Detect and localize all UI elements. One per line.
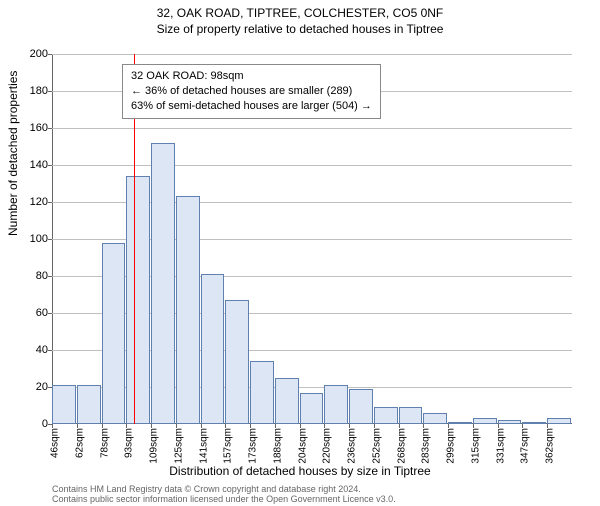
credits: Contains HM Land Registry data © Crown c… [52, 484, 396, 505]
histogram-bar [77, 385, 101, 424]
annotation-line-2: ← 36% of detached houses are smaller (28… [131, 84, 372, 99]
xtick-label: 283sqm [421, 428, 432, 464]
histogram-bar [52, 385, 76, 424]
histogram-bar [423, 413, 447, 424]
xtick-label: 188sqm [272, 428, 283, 464]
xtick-label: 362sqm [545, 428, 556, 464]
histogram-bar [102, 243, 126, 424]
xtick-label: 268sqm [396, 428, 407, 464]
histogram-bar [473, 418, 497, 424]
gridline [52, 128, 572, 129]
x-axis-label: Distribution of detached houses by size … [0, 464, 600, 478]
histogram-bar [225, 300, 249, 424]
ytick-label: 100 [20, 233, 48, 245]
ytick-mark [48, 202, 52, 203]
xtick-label: 236sqm [347, 428, 358, 464]
histogram-bar [126, 176, 150, 424]
chart-area: 02040608010012014016018020046sqm62sqm78s… [52, 54, 572, 424]
xtick-label: 252sqm [371, 428, 382, 464]
ytick-mark [48, 239, 52, 240]
chart-title-sub: Size of property relative to detached ho… [0, 22, 600, 36]
ytick-mark [48, 54, 52, 55]
xtick-label: 315sqm [470, 428, 481, 464]
xtick-label: 93sqm [124, 428, 135, 458]
xtick-label: 125sqm [173, 428, 184, 464]
xtick-label: 78sqm [99, 428, 110, 458]
ytick-mark [48, 165, 52, 166]
ytick-mark [48, 350, 52, 351]
xtick-label: 173sqm [248, 428, 259, 464]
annotation-line-3: 63% of semi-detached houses are larger (… [131, 99, 372, 114]
histogram-bar [399, 407, 423, 424]
xtick-label: 347sqm [520, 428, 531, 464]
xtick-label: 299sqm [446, 428, 457, 464]
ytick-mark [48, 128, 52, 129]
histogram-bar [547, 418, 571, 424]
xtick-label: 331sqm [495, 428, 506, 464]
xtick-label: 46sqm [50, 428, 61, 458]
ytick-label: 200 [20, 48, 48, 60]
histogram-bar [300, 393, 324, 424]
xtick-label: 141sqm [198, 428, 209, 464]
histogram-bar [250, 361, 274, 424]
histogram-bar [324, 385, 348, 424]
gridline [52, 165, 572, 166]
ytick-label: 0 [20, 418, 48, 430]
ytick-label: 60 [20, 307, 48, 319]
ytick-label: 160 [20, 122, 48, 134]
y-axis-label: Number of detached properties [6, 71, 20, 236]
histogram-bar [522, 422, 546, 424]
ytick-mark [48, 313, 52, 314]
histogram-bar [275, 378, 299, 424]
ytick-mark [48, 91, 52, 92]
gridline [52, 54, 572, 55]
histogram-bar [201, 274, 225, 424]
ytick-mark [48, 276, 52, 277]
xtick-label: 204sqm [297, 428, 308, 464]
ytick-label: 80 [20, 270, 48, 282]
histogram-bar [374, 407, 398, 424]
ytick-label: 40 [20, 344, 48, 356]
annotation-box: 32 OAK ROAD: 98sqm ← 36% of detached hou… [122, 64, 381, 119]
ytick-label: 120 [20, 196, 48, 208]
histogram-bar [448, 422, 472, 424]
ytick-label: 20 [20, 381, 48, 393]
xtick-label: 109sqm [149, 428, 160, 464]
histogram-bar [151, 143, 175, 424]
ytick-label: 140 [20, 159, 48, 171]
histogram-bar [176, 196, 200, 424]
chart-title-main: 32, OAK ROAD, TIPTREE, COLCHESTER, CO5 0… [0, 6, 600, 20]
xtick-label: 62sqm [74, 428, 85, 458]
xtick-label: 157sqm [223, 428, 234, 464]
histogram-bar [498, 420, 522, 424]
ytick-label: 180 [20, 85, 48, 97]
annotation-line-1: 32 OAK ROAD: 98sqm [131, 69, 372, 84]
credits-line-1: Contains HM Land Registry data © Crown c… [52, 484, 396, 494]
xtick-label: 220sqm [322, 428, 333, 464]
histogram-bar [349, 389, 373, 424]
